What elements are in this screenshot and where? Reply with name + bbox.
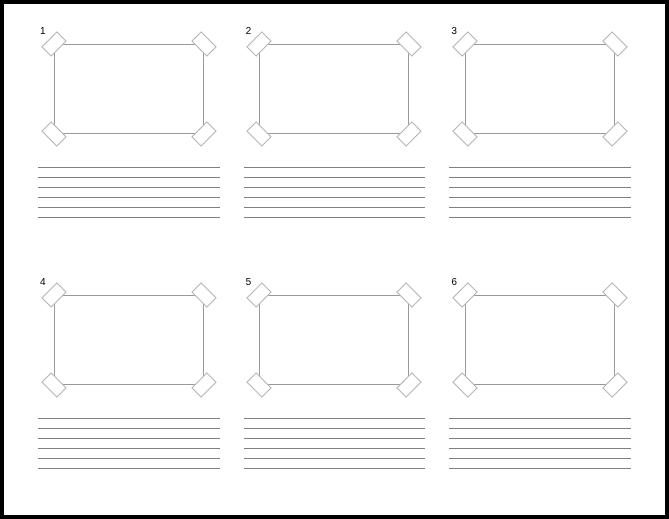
writing-line: [244, 188, 426, 198]
writing-line: [244, 178, 426, 188]
writing-line: [38, 208, 220, 218]
photo-frame-border: [259, 295, 409, 385]
writing-line: [38, 449, 220, 459]
writing-lines: [449, 158, 631, 218]
writing-lines: [38, 158, 220, 218]
cell-number: 1: [40, 26, 46, 37]
writing-line: [244, 409, 426, 419]
writing-line: [38, 178, 220, 188]
writing-line: [244, 459, 426, 469]
writing-line: [244, 429, 426, 439]
storyboard-cell: 3: [449, 26, 631, 243]
photo-frame: [465, 295, 615, 385]
photo-frame: [259, 295, 409, 385]
writing-lines: [38, 409, 220, 469]
photo-frame-border: [54, 295, 204, 385]
cell-number: 5: [246, 277, 252, 288]
writing-line: [449, 409, 631, 419]
photo-frame: [465, 44, 615, 134]
writing-line: [449, 439, 631, 449]
writing-line: [449, 168, 631, 178]
writing-lines: [449, 409, 631, 469]
writing-line: [38, 158, 220, 168]
writing-line: [38, 409, 220, 419]
photo-frame: [259, 44, 409, 134]
writing-line: [244, 158, 426, 168]
storyboard-cell: 5: [244, 277, 426, 494]
cell-number: 4: [40, 277, 46, 288]
writing-line: [449, 188, 631, 198]
photo-frame-border: [465, 44, 615, 134]
writing-line: [38, 419, 220, 429]
photo-frame-border: [259, 44, 409, 134]
storyboard-cell: 4: [38, 277, 220, 494]
writing-line: [38, 168, 220, 178]
writing-line: [244, 419, 426, 429]
writing-line: [449, 419, 631, 429]
writing-line: [38, 188, 220, 198]
writing-line: [38, 429, 220, 439]
writing-line: [449, 459, 631, 469]
writing-line: [244, 168, 426, 178]
writing-line: [244, 198, 426, 208]
storyboard-page: 1 2 3 4 5 6: [4, 4, 665, 515]
photo-frame: [54, 44, 204, 134]
writing-line: [449, 198, 631, 208]
photo-frame-border: [54, 44, 204, 134]
cell-number: 6: [451, 277, 457, 288]
storyboard-cell: 6: [449, 277, 631, 494]
writing-lines: [244, 158, 426, 218]
writing-line: [449, 178, 631, 188]
writing-line: [449, 449, 631, 459]
storyboard-cell: 1: [38, 26, 220, 243]
writing-line: [449, 429, 631, 439]
photo-frame: [54, 295, 204, 385]
writing-line: [38, 459, 220, 469]
photo-frame-border: [465, 295, 615, 385]
writing-line: [244, 208, 426, 218]
cell-number: 3: [451, 26, 457, 37]
writing-line: [244, 439, 426, 449]
writing-line: [38, 198, 220, 208]
writing-line: [244, 449, 426, 459]
writing-line: [38, 439, 220, 449]
writing-line: [449, 208, 631, 218]
cell-number: 2: [246, 26, 252, 37]
writing-line: [449, 158, 631, 168]
storyboard-grid: 1 2 3 4 5 6: [38, 26, 631, 493]
storyboard-cell: 2: [244, 26, 426, 243]
writing-lines: [244, 409, 426, 469]
